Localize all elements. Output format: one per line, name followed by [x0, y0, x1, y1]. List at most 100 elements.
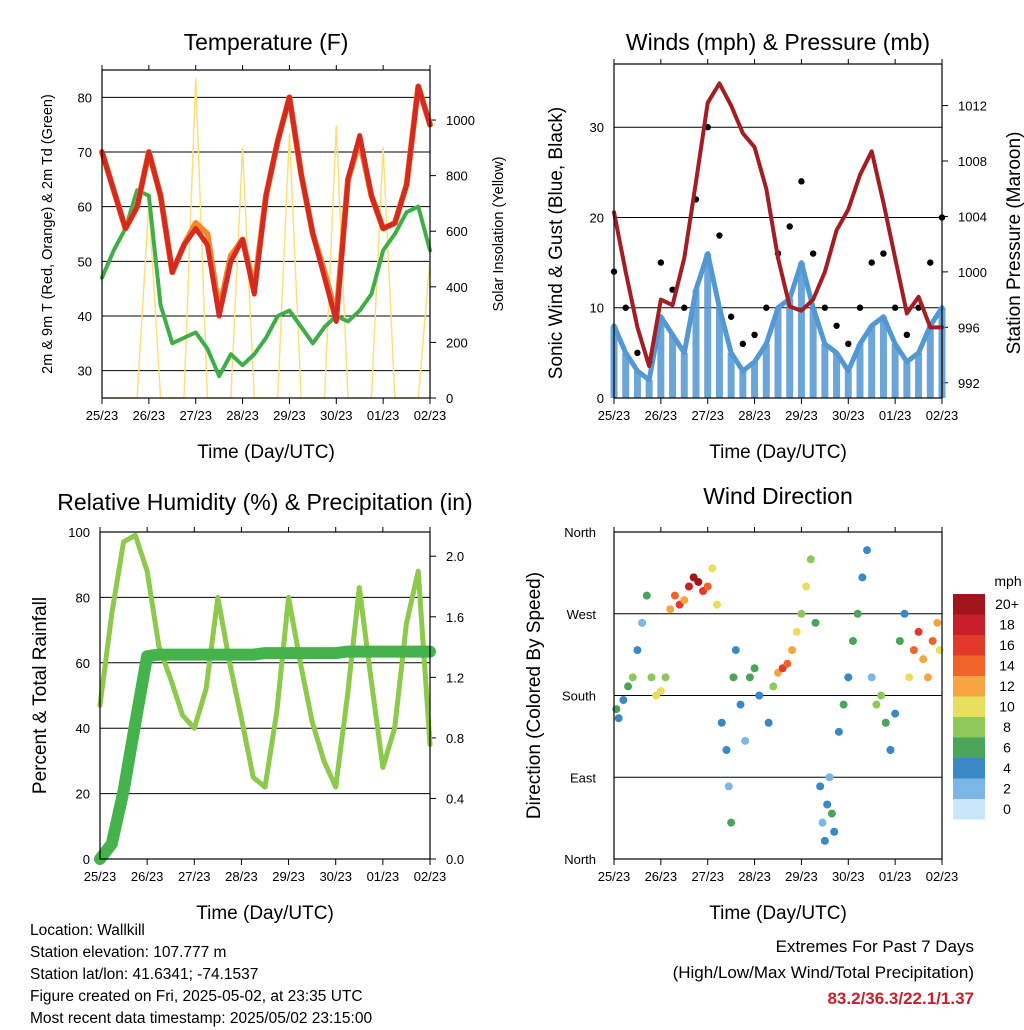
- p4-direction-point: [741, 736, 750, 745]
- p4-direction-point: [713, 600, 722, 609]
- p4-xtick-label: 26/23: [645, 869, 678, 884]
- p4-direction-point: [614, 714, 623, 723]
- p4-direction-point: [755, 691, 764, 700]
- p4-legend-label: 10: [999, 699, 1015, 715]
- p4-xtick-label: 29/23: [785, 869, 818, 884]
- p3-xlabel: Time (Day/UTC): [196, 903, 334, 924]
- p3-xtick-label: 02/23: [414, 869, 447, 884]
- p4-direction-point: [666, 605, 675, 614]
- p2-y2tick-label: 1008: [958, 154, 987, 169]
- p3-xtick-label: 26/23: [131, 869, 164, 884]
- p3-ytick-label: 100: [68, 525, 90, 540]
- p2-title: Winds (mph) & Pressure (mb): [626, 29, 930, 55]
- p4-direction-point: [818, 818, 827, 827]
- p2-gust-point: [880, 250, 887, 257]
- p4-direction-point: [844, 673, 853, 682]
- p4-direction-point: [811, 618, 820, 627]
- p2-gust-point: [833, 322, 840, 329]
- p4-direction-point: [722, 746, 731, 754]
- p1-y2tick-label: 800: [446, 169, 468, 184]
- p4-direction-point: [628, 673, 637, 682]
- p4-legend-swatch: [953, 737, 985, 758]
- p1-xtick-label: 01/23: [367, 408, 400, 423]
- p4-direction-point: [802, 582, 811, 591]
- p4-direction-point: [933, 618, 942, 627]
- p2-gust-point: [622, 304, 629, 311]
- p1-xtick-label: 30/23: [320, 408, 353, 423]
- p1-xtick-label: 26/23: [133, 408, 166, 423]
- p4-ytick-label: South: [562, 689, 596, 704]
- p2-y2label: Station Pressure (Maroon): [1004, 132, 1024, 355]
- p4-direction-point: [769, 682, 778, 691]
- p4-direction-point: [750, 664, 759, 673]
- p1-xtick-label: 25/23: [86, 408, 119, 423]
- p4-legend-swatch: [953, 799, 985, 820]
- p2-y2tick-label: 1004: [958, 209, 987, 224]
- extremes-subtitle: (High/Low/Max Wind/Total Precipitation): [672, 963, 974, 982]
- p3-series-precip: [94, 645, 436, 865]
- p2-gust-point: [763, 304, 770, 311]
- p3-series-rh: [97, 532, 433, 790]
- p4-direction-point: [923, 673, 932, 682]
- p4-title: Wind Direction: [703, 483, 853, 509]
- p4-direction-point: [792, 627, 801, 636]
- p2-xtick-label: 30/23: [832, 408, 865, 423]
- p4-xtick-label: 28/23: [738, 869, 771, 884]
- p4-direction-point: [823, 800, 832, 809]
- p1-title: Temperature (F): [184, 29, 349, 55]
- p2-frame: [613, 63, 943, 399]
- p4-direction-point: [863, 546, 872, 555]
- p4-legend-swatch: [953, 676, 985, 697]
- p1-xlabel: Time (Day/UTC): [197, 442, 335, 463]
- p2-y2tick-label: 1000: [958, 265, 987, 280]
- p3-y2tick-label: 2.0: [446, 549, 464, 564]
- p2-y2tick-label: 996: [958, 320, 980, 335]
- p2-ytick-label: 30: [590, 120, 604, 135]
- p4-direction-point: [703, 582, 712, 591]
- p2-gust-point: [716, 232, 723, 239]
- p3-y2tick-label: 0.4: [446, 791, 464, 806]
- p1-y2tick-label: 0: [446, 391, 453, 406]
- p4-direction-point: [848, 637, 857, 645]
- p4-direction-point: [729, 673, 738, 682]
- p2-xtick-label: 27/23: [691, 408, 724, 423]
- p4-direction-point: [680, 596, 689, 605]
- station-latlon: Station lat/lon: 41.6341; -74.1537: [30, 966, 259, 983]
- p2-series-wind: [611, 251, 945, 383]
- p4-direction-point: [638, 618, 647, 627]
- p4-direction-point: [816, 782, 825, 791]
- p2-y2tick-label: 992: [958, 376, 980, 391]
- p4-direction-point: [839, 700, 848, 709]
- p1-series-temp-2m: [99, 83, 433, 324]
- p4-direction-point: [731, 646, 740, 655]
- p4-direction-point: [670, 591, 679, 600]
- p1-ylabel: 2m & 9m T (Red, Orange) & 2m Td (Green): [40, 94, 56, 374]
- p1-series-solar: [101, 77, 431, 399]
- p4-direction-point: [909, 646, 918, 655]
- p4-xtick-label: 01/23: [879, 869, 912, 884]
- p2-gust-point: [903, 331, 911, 339]
- p4-xtick-label: 02/23: [926, 869, 959, 884]
- p1-ytick-label: 30: [78, 364, 92, 379]
- p1-y2tick-label: 200: [446, 335, 468, 350]
- p4-direction-point: [619, 696, 628, 705]
- p4-xlabel: Time (Day/UTC): [709, 903, 847, 924]
- p4-direction-point: [806, 555, 815, 564]
- p4-legend-label: 18: [999, 617, 1015, 633]
- p3-y2tick-label: 0.0: [446, 852, 464, 867]
- p4-legend-label: 20+: [995, 596, 1019, 612]
- p2-gust-point: [845, 340, 852, 348]
- p1-xtick-label: 02/23: [414, 408, 447, 423]
- p1-ytick-label: 40: [78, 309, 92, 324]
- p2-gust-point: [798, 178, 805, 185]
- p2-gust-point: [751, 331, 758, 339]
- p3-ytick-label: 20: [76, 787, 90, 802]
- p2-ylabel: Sonic Wind & Gust (Blue, Black): [546, 107, 567, 379]
- p2-series-pressure: [612, 81, 944, 369]
- p4-direction-point: [867, 673, 876, 682]
- p4-direction-point: [914, 627, 923, 636]
- p4-direction-point: [694, 577, 703, 586]
- p4-ytick-label: East: [570, 770, 596, 785]
- p1-xtick-label: 28/23: [226, 408, 259, 423]
- p2-xtick-label: 25/23: [598, 408, 631, 423]
